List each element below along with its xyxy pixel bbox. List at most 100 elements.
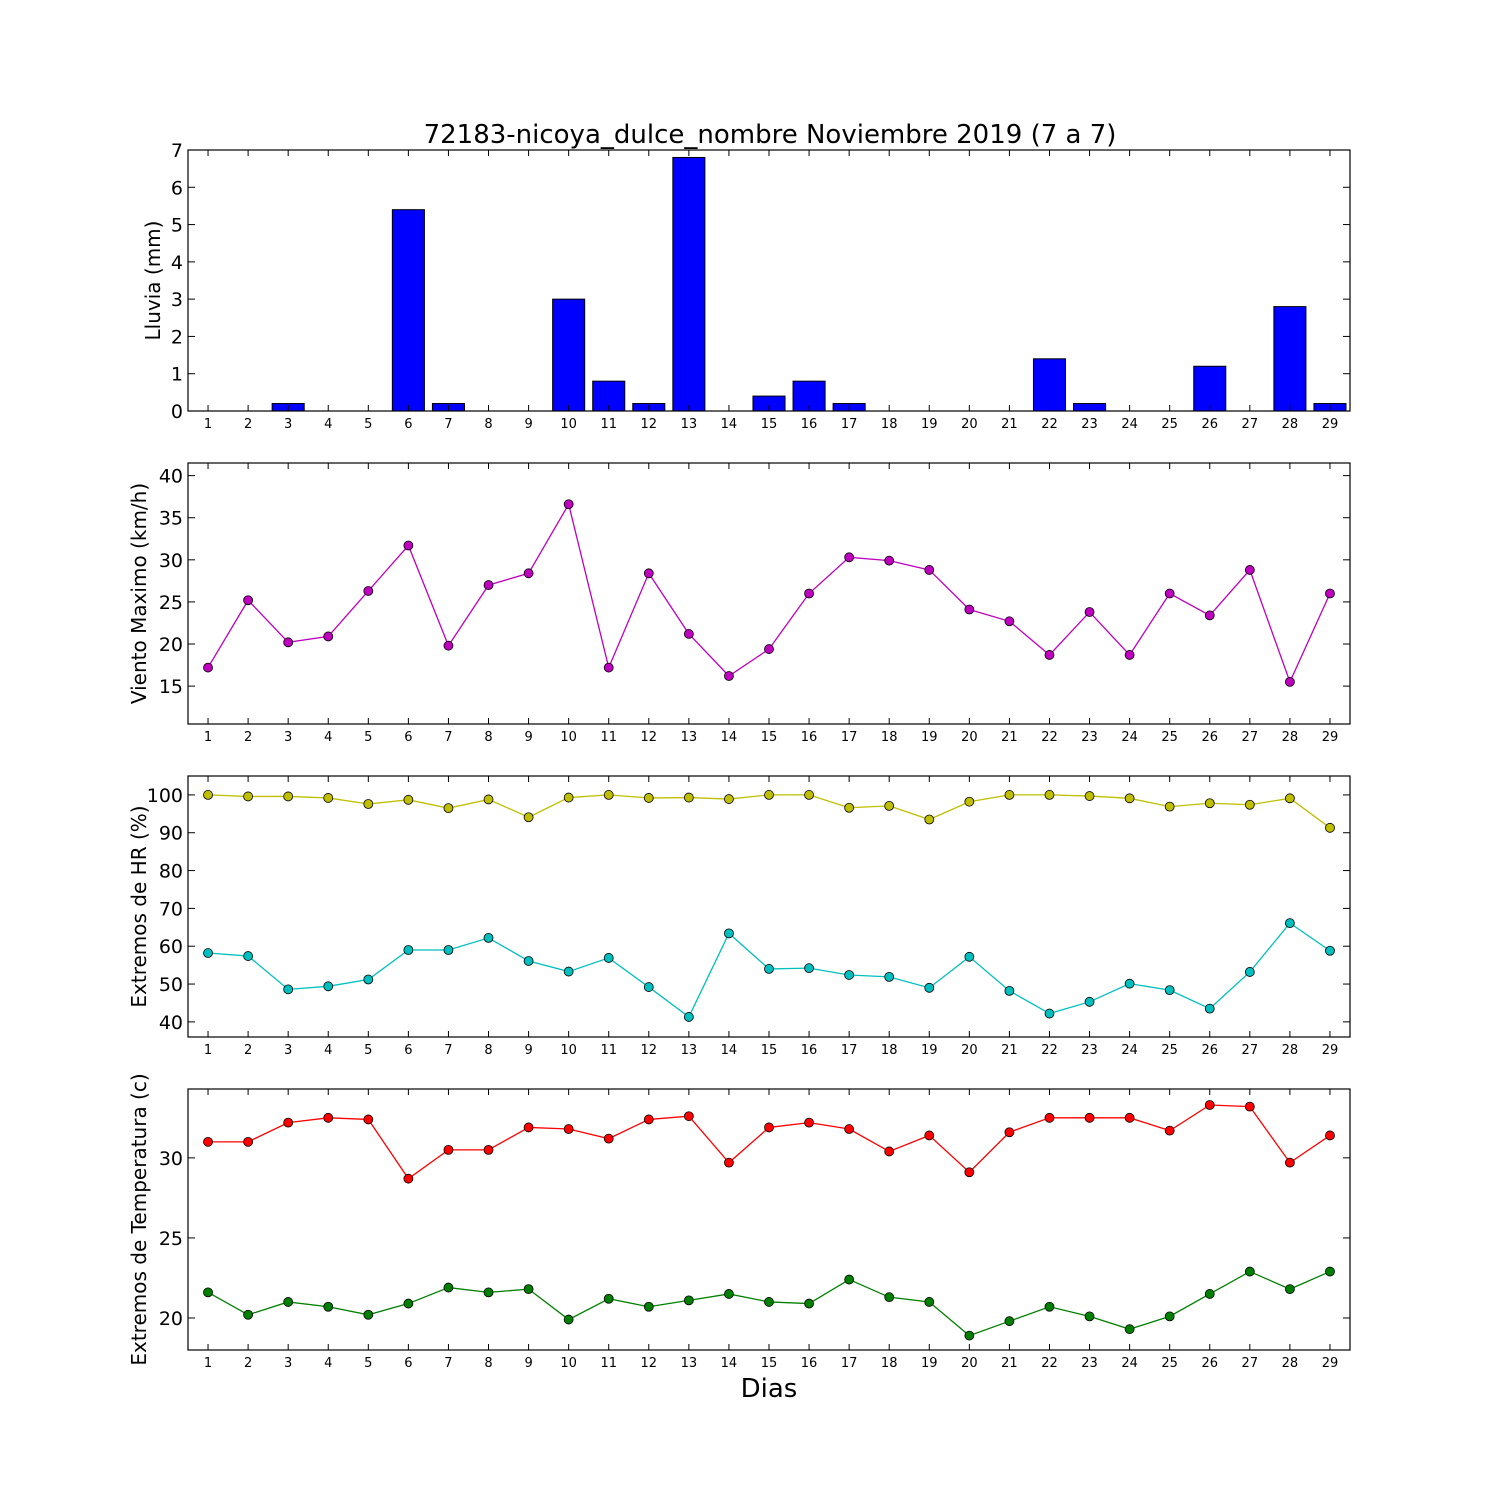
series-2-point-day-21	[1004, 985, 1015, 996]
series-2-point-day-24	[1124, 1324, 1135, 1335]
x-tick-label: 24	[1121, 1043, 1138, 1058]
x-tick-label: 20	[961, 730, 978, 745]
x-tick-label: 20	[961, 1043, 978, 1058]
x-tick-label: 26	[1201, 1043, 1218, 1058]
series-1-point-day-2	[243, 1136, 254, 1147]
series-1-point-day-9	[523, 812, 534, 823]
x-tick-label: 8	[484, 417, 492, 432]
x-tick-label: 19	[921, 1043, 938, 1058]
x-tick-label: 28	[1282, 417, 1299, 432]
y-tick-label: 40	[159, 1012, 183, 1034]
y-tick-label: 30	[159, 550, 183, 572]
series-2-point-day-17	[844, 1274, 855, 1285]
y-tick-label: 5	[171, 215, 183, 237]
x-tick-label: 20	[961, 1356, 978, 1371]
series-1-point-day-2	[243, 595, 254, 606]
series-1-point-day-25	[1164, 588, 1175, 599]
x-tick-label: 3	[284, 1043, 292, 1058]
series-2-point-day-12	[643, 982, 654, 992]
x-tick-label: 1	[204, 730, 212, 745]
x-tick-label: 1	[204, 1356, 212, 1371]
series-1-point-day-21	[1004, 790, 1015, 800]
x-tick-label: 25	[1161, 417, 1178, 432]
series-1-point-day-10	[563, 499, 574, 510]
x-tick-label: 24	[1121, 1356, 1138, 1371]
x-tick-label: 5	[364, 1356, 372, 1371]
series-1-point-day-3	[283, 637, 294, 648]
y-tick-label: 2	[171, 326, 183, 348]
series-2-point-day-27	[1244, 967, 1255, 977]
x-tick-label: 12	[641, 730, 658, 745]
y-tick-label: 60	[159, 936, 183, 958]
series-1-point-day-8	[483, 580, 494, 590]
x-tick-label: 1	[204, 417, 212, 432]
series-2-point-day-13	[683, 1012, 694, 1022]
series-1-point-day-18	[884, 555, 895, 566]
x-tick-label: 13	[681, 730, 698, 745]
series-2-point-day-16	[804, 963, 814, 974]
x-tick-label: 14	[721, 1043, 738, 1058]
x-tick-label: 26	[1201, 1356, 1218, 1371]
bar-day-22	[1032, 358, 1067, 412]
series-1-point-day-27	[1244, 799, 1255, 810]
series-2-point-day-20	[964, 951, 975, 962]
series-1-point-day-13	[683, 1111, 694, 1122]
series-1-point-day-12	[643, 1114, 654, 1125]
series-2-point-day-15	[764, 964, 774, 974]
series-1-point-day-7	[443, 803, 454, 814]
series-1-point-day-26	[1204, 610, 1215, 621]
series-2-point-day-19	[924, 1297, 935, 1307]
series-2-point-day-11	[603, 1293, 614, 1304]
x-tick-label: 10	[560, 1356, 577, 1371]
y-tick-label: 0	[171, 401, 183, 423]
x-tick-label: 8	[484, 1356, 492, 1371]
series-1-point-day-21	[1004, 616, 1015, 627]
x-tick-label: 11	[600, 417, 617, 432]
x-tick-label: 9	[524, 1043, 532, 1058]
x-tick-label: 4	[324, 730, 332, 745]
y-tick-label: 7	[171, 140, 183, 162]
series-1-point-day-16	[804, 790, 814, 800]
y-tick-label: 25	[159, 1228, 183, 1250]
series-2-point-day-3	[283, 984, 294, 995]
series-2-point-day-1	[203, 948, 213, 958]
series-1-point-day-16	[804, 1117, 814, 1128]
series-2-point-day-11	[603, 953, 614, 963]
x-tick-label: 20	[961, 417, 978, 432]
series-1-point-day-12	[643, 793, 654, 803]
series-2-point-day-9	[523, 956, 534, 966]
x-tick-label: 22	[1041, 417, 1058, 432]
x-tick-label: 11	[600, 1356, 617, 1371]
series-2-point-day-15	[764, 1297, 774, 1307]
series-2-point-day-18	[884, 971, 895, 982]
x-tick-label: 22	[1041, 1356, 1058, 1371]
series-1-point-day-10	[563, 792, 574, 803]
x-tick-label: 13	[681, 417, 698, 432]
series-1-point-day-14	[724, 1157, 734, 1168]
series-1-point-day-3	[283, 791, 294, 802]
series-2-point-day-29	[1325, 1266, 1335, 1277]
bar-day-28	[1273, 306, 1307, 412]
x-tick-label: 3	[284, 1356, 292, 1371]
bar-day-10	[552, 298, 586, 412]
series-1-point-day-20	[964, 1167, 975, 1178]
series-1-point-day-17	[844, 802, 855, 813]
series-2-point-day-26	[1204, 1289, 1215, 1299]
series-1-point-day-7	[443, 1144, 454, 1155]
y-tick-label: 3	[171, 289, 183, 311]
x-tick-label: 16	[801, 730, 818, 745]
x-tick-label: 28	[1282, 1356, 1299, 1371]
series-2-point-day-7	[443, 945, 454, 955]
x-tick-label: 27	[1242, 417, 1259, 432]
series-2-point-day-12	[643, 1301, 654, 1312]
series-1-point-day-3	[283, 1117, 294, 1128]
series-2-point-day-1	[203, 1287, 213, 1298]
x-tick-label: 2	[244, 417, 252, 432]
series-1-point-day-28	[1285, 677, 1295, 687]
series-1-point-day-6	[403, 540, 414, 551]
bar-day-26	[1193, 365, 1227, 412]
x-tick-label: 23	[1081, 1356, 1098, 1371]
series-2-point-day-29	[1325, 945, 1335, 956]
